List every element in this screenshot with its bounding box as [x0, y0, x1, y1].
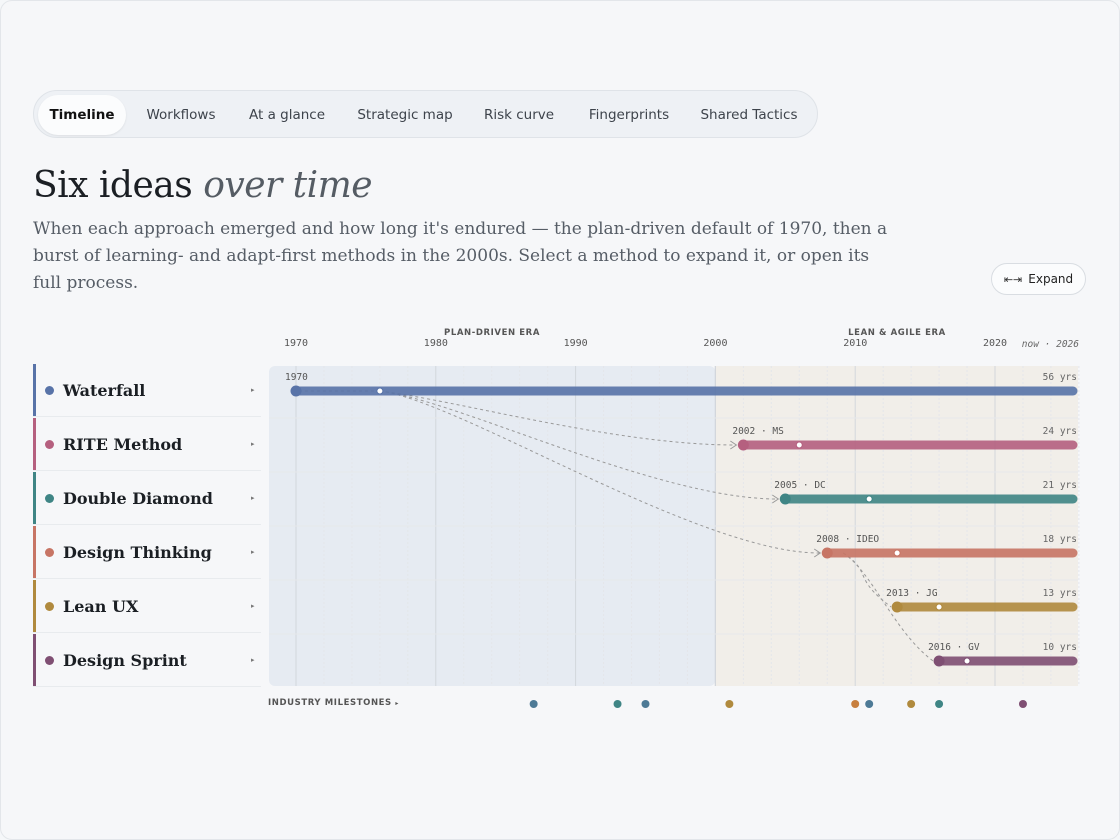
- marker-dot: [865, 495, 873, 503]
- row-accent: [33, 526, 36, 578]
- start-tag: 2013 · JG: [886, 588, 938, 599]
- method-name: Lean UX: [63, 596, 139, 616]
- start-tag: 2008 · IDEO: [816, 534, 879, 545]
- marker-dot: [795, 441, 803, 449]
- expand-button[interactable]: ⇤⇥ Expand: [991, 263, 1086, 295]
- title-emphasis: over time: [203, 165, 373, 206]
- method-row-design-sprint[interactable]: Design Sprint ▸: [33, 634, 261, 687]
- method-name: Design Thinking: [63, 542, 212, 562]
- caret-icon: ▸: [395, 700, 399, 707]
- duration-label: 10 yrs: [1043, 642, 1077, 653]
- row-accent: [33, 472, 36, 524]
- start-tag: 2016 · GV: [928, 642, 980, 653]
- milestone-dot: [851, 700, 860, 708]
- row-accent: [33, 364, 36, 416]
- lineage-connector: [379, 390, 736, 446]
- tab-timeline[interactable]: Timeline: [38, 95, 126, 135]
- page-description: When each approach emerged and how long …: [33, 219, 888, 293]
- duration-label: 21 yrs: [1043, 480, 1077, 491]
- milestones-label: INDUSTRY MILESTONES: [268, 698, 392, 708]
- duration-label: 18 yrs: [1043, 534, 1077, 545]
- duration-label: 24 yrs: [1043, 426, 1077, 437]
- tab-risk-curve[interactable]: Risk curve: [483, 107, 555, 123]
- method-row-double-diamond[interactable]: Double Diamond ▸: [33, 472, 261, 525]
- tab-workflows[interactable]: Workflows: [146, 107, 216, 123]
- duration-label: 56 yrs: [1043, 372, 1077, 383]
- method-row-design-thinking[interactable]: Design Thinking ▸: [33, 526, 261, 579]
- duration-label: 13 yrs: [1043, 588, 1077, 599]
- lineage-connector: [379, 390, 820, 554]
- method-name: Design Sprint: [63, 650, 187, 670]
- lineage-connector: [842, 552, 892, 608]
- arrow-icon: [730, 440, 738, 450]
- tick-label: 1990: [564, 338, 588, 349]
- arrow-icon: [813, 548, 822, 558]
- start-tag: 1970: [285, 372, 308, 383]
- milestone-dot: [725, 700, 734, 708]
- start-tag: 2002 · MS: [732, 426, 784, 437]
- milestone-dot: [907, 700, 916, 708]
- method-row-rite-method[interactable]: RITE Method ▸: [33, 418, 261, 471]
- tab-strategic-map[interactable]: Strategic map: [357, 107, 453, 123]
- lineage-connector: [842, 552, 934, 662]
- lineage-connector: [379, 390, 778, 500]
- row-accent: [33, 634, 36, 686]
- marker-dot: [935, 603, 943, 611]
- industry-milestones-toggle[interactable]: INDUSTRY MILESTONES ▸: [268, 698, 399, 708]
- row-accent: [33, 580, 36, 632]
- caret-icon: ▸: [251, 386, 255, 394]
- start-tag: 2005 · DC: [774, 480, 825, 491]
- start-dot: [779, 493, 791, 505]
- caret-icon: ▸: [251, 548, 255, 556]
- start-dot: [821, 547, 833, 559]
- expand-icon: ⇤⇥: [1003, 272, 1023, 286]
- tick-label: 1970: [284, 338, 308, 349]
- caret-icon: ▸: [251, 656, 255, 664]
- tab-shared-tactics[interactable]: Shared Tactics: [700, 107, 798, 123]
- milestone-dot: [1018, 700, 1027, 708]
- method-name: RITE Method: [63, 434, 183, 454]
- arrow-icon: [772, 494, 780, 504]
- method-name: Waterfall: [63, 380, 146, 400]
- start-dot: [737, 439, 749, 451]
- tab-fingerprints[interactable]: Fingerprints: [588, 107, 670, 123]
- milestone-dot: [865, 700, 874, 708]
- tick-label: 1980: [424, 338, 448, 349]
- caret-icon: ▸: [251, 494, 255, 502]
- color-dot-icon: [45, 493, 54, 503]
- page-title: Six ideas over time: [33, 165, 373, 206]
- milestone-dot: [641, 700, 650, 708]
- marker-dot: [893, 549, 901, 557]
- color-dot-icon: [45, 547, 54, 557]
- method-name: Double Diamond: [63, 488, 213, 508]
- marker-dot: [376, 387, 384, 395]
- tick-label: 2000: [703, 338, 727, 349]
- start-dot: [290, 385, 302, 397]
- tick-label: 2020: [983, 338, 1007, 349]
- view-tabs: Timeline Workflows At a glance Strategic ma…: [33, 90, 818, 138]
- start-dot: [891, 601, 903, 613]
- color-dot-icon: [45, 439, 54, 449]
- marker-dot: [963, 657, 971, 665]
- now-label: now · 2026: [1022, 339, 1079, 350]
- color-dot-icon: [45, 601, 54, 611]
- title-main: Six ideas: [33, 165, 193, 206]
- method-row-lean-ux[interactable]: Lean UX ▸: [33, 580, 261, 633]
- method-row-waterfall[interactable]: Waterfall ▸: [33, 364, 261, 417]
- milestone-dot: [529, 700, 538, 708]
- caret-icon: ▸: [251, 602, 255, 610]
- tick-label: 2010: [843, 338, 867, 349]
- milestone-dot: [613, 700, 622, 708]
- expand-label: Expand: [1028, 272, 1074, 286]
- caret-icon: ▸: [251, 440, 255, 448]
- start-dot: [933, 655, 945, 667]
- color-dot-icon: [45, 655, 54, 665]
- era-label-plan-driven: PLAN-DRIVEN ERA: [444, 328, 540, 338]
- tab-at-a-glance[interactable]: At a glance: [248, 107, 326, 123]
- color-dot-icon: [45, 385, 54, 395]
- era-label-lean-agile: LEAN & AGILE ERA: [848, 328, 946, 338]
- row-accent: [33, 418, 36, 470]
- milestone-dot: [935, 700, 944, 708]
